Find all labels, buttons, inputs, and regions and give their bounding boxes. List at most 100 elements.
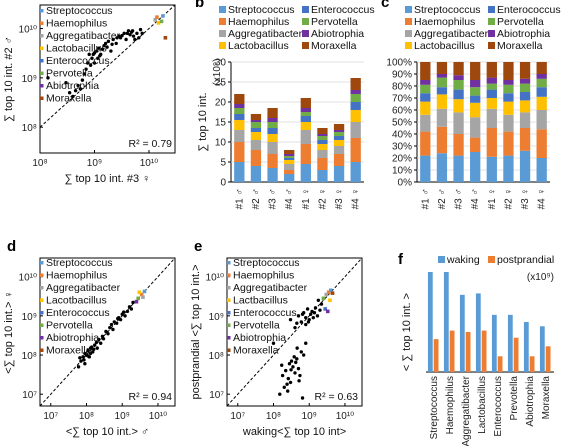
data-point [289, 368, 293, 372]
legend-label: Streptococcus [414, 4, 481, 16]
data-point [138, 27, 143, 32]
bar-segment [453, 99, 464, 113]
y-axis-label: < ∑ top 10 int. > [401, 293, 413, 371]
bar-segment [234, 130, 245, 142]
y-tick-label: 10 [215, 138, 227, 149]
bar-segment [470, 80, 481, 88]
y-tick-label: 10⁷ [22, 390, 37, 401]
bar [481, 330, 487, 372]
data-point [81, 355, 85, 359]
data-point [106, 39, 111, 44]
data-point [84, 67, 88, 71]
y-tick-label: 10⁹ [22, 312, 37, 323]
data-point [304, 315, 308, 320]
x-category-label: Lactobacillus [477, 376, 488, 434]
bar [539, 326, 545, 372]
data-point [125, 309, 130, 314]
x-category-label: Moraxella [541, 376, 552, 420]
legend-label: Haemophilus [228, 16, 289, 28]
species-point [163, 35, 168, 40]
legend-label: waking [446, 254, 480, 266]
bar-segment [486, 98, 497, 109]
data-point [284, 368, 288, 373]
y-tick-label: 50% [392, 118, 412, 129]
data-point [97, 46, 101, 50]
data-point [301, 353, 306, 357]
data-point [298, 373, 302, 378]
species-point [142, 289, 147, 294]
legend-swatch [40, 21, 44, 25]
bar-segment [486, 108, 497, 128]
legend-swatch [405, 18, 412, 25]
legend-swatch [488, 30, 495, 37]
species-point [136, 296, 140, 301]
y-tick-label: 10¹⁰ [19, 25, 37, 36]
bar-segment [333, 130, 345, 132]
y-tick-label: 10⁸ [22, 123, 37, 134]
bar-segment [420, 101, 431, 115]
legend-label: Aggregatibacter [233, 282, 308, 294]
x-tick-label: 10⁷ [230, 411, 245, 422]
bar-segment [536, 62, 547, 74]
bar-segment [486, 62, 497, 78]
data-point [95, 49, 99, 53]
bar-segment [453, 112, 464, 134]
y-tick-label: 15 [215, 118, 227, 129]
data-point [297, 379, 301, 383]
x-category-label: Enterococcus [493, 376, 504, 437]
data-point [299, 320, 303, 324]
data-point [116, 316, 120, 321]
bar-segment [267, 154, 278, 168]
bar-segment [436, 74, 448, 78]
data-point [285, 382, 289, 386]
data-point [67, 91, 72, 95]
x-tick-label: 10⁸ [32, 158, 47, 169]
data-point [106, 332, 110, 336]
data-point [288, 380, 293, 385]
legend-label: Moraxella [233, 345, 279, 357]
bar-segment [486, 156, 497, 182]
bar-segment [284, 174, 295, 182]
bar-segment [234, 162, 245, 182]
panel-label-d: d [7, 238, 16, 255]
legend-swatch [40, 59, 44, 63]
data-point [85, 61, 90, 65]
data-point [86, 354, 90, 358]
bar-segment [300, 98, 311, 108]
x-tick-label: 10⁸ [266, 411, 281, 422]
legend-swatch [405, 30, 412, 37]
data-point [94, 340, 99, 345]
data-point [92, 347, 96, 352]
data-point [137, 36, 141, 40]
x-category-label: #3 ♀ [334, 188, 345, 209]
identity-line [226, 257, 363, 407]
bar-segment [317, 144, 328, 150]
y-tick-label: 10⁹ [22, 74, 37, 85]
bar-segment [317, 170, 328, 182]
bar-segment [250, 166, 262, 182]
legend-label: Abiotrophia [311, 28, 364, 40]
x-tick-label: 10¹⁰ [336, 411, 354, 422]
bar-segment [470, 102, 481, 118]
data-point [64, 80, 68, 85]
x-category-label: #3 ♂ [454, 188, 465, 209]
data-point [131, 300, 135, 305]
x-tick-label: 10⁹ [87, 158, 102, 169]
data-point [100, 47, 105, 51]
legend-swatch [438, 256, 445, 263]
bar-segment [536, 74, 547, 79]
legend-label: Lactbacillus [233, 295, 288, 307]
legend-label: Streptococcus [228, 4, 295, 16]
bar-segment [536, 158, 547, 182]
y-tick-label: 90% [392, 70, 412, 81]
bar [523, 322, 529, 372]
legend-swatch [227, 273, 231, 277]
y-tick-label: 30 [215, 58, 227, 69]
legend-label: Lactobacillus [228, 40, 289, 52]
data-point [80, 78, 85, 82]
bar-segment [300, 164, 311, 182]
data-point [79, 359, 83, 363]
data-point [99, 341, 103, 345]
data-point [122, 31, 126, 36]
data-point [304, 322, 308, 327]
